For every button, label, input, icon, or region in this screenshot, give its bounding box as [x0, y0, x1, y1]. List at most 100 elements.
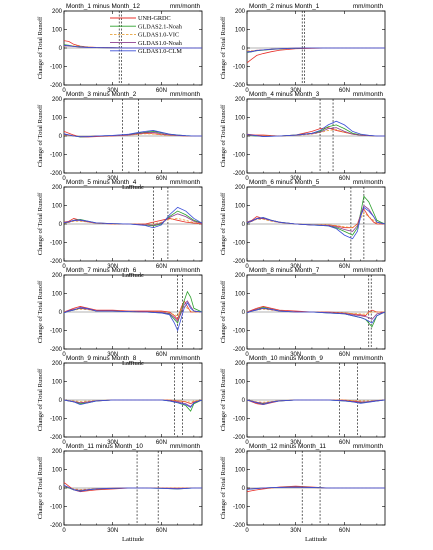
y-tick-label: 100 [235, 28, 246, 34]
unit-label: mm/month [353, 179, 384, 186]
y-tick-label: -200 [233, 347, 246, 353]
x-tick-label: 0 [245, 528, 249, 534]
y-tick-label: -200 [50, 259, 63, 265]
y-axis-label: Change of Total Runoff [37, 16, 44, 79]
panel-title: Month_7 minus Month_6 [66, 267, 137, 274]
x-tick-label: 60N [156, 440, 167, 446]
y-tick-label: -100 [50, 505, 63, 511]
x-tick-label: 60N [339, 176, 350, 182]
y-tick-label: 0 [59, 46, 63, 52]
legend-label-gldas2-1-noah: GLDAS2.1-Noah [138, 23, 183, 30]
y-tick-label: -200 [233, 83, 246, 89]
x-tick-label: 60N [156, 352, 167, 358]
y-tick-label: 200 [52, 185, 63, 191]
y-tick-label: -100 [233, 153, 246, 159]
y-tick-label: 0 [59, 222, 63, 228]
y-tick-label: 100 [235, 468, 246, 474]
x-tick-label: 0 [62, 440, 66, 446]
x-tick-label: 0 [62, 352, 66, 358]
y-axis-label: Change of Total Runoff [37, 368, 44, 431]
y-axis-label: Change of Total Runoff [220, 456, 227, 519]
y-tick-label: -100 [233, 417, 246, 423]
x-tick-label: 0 [245, 264, 249, 270]
series-line-gldas1-0-noah [63, 300, 203, 322]
series-line-gldas1-0-vic [246, 308, 385, 315]
x-tick-label: 60N [156, 88, 167, 94]
unit-label: mm/month [353, 3, 384, 10]
y-tick-label: -100 [50, 65, 63, 71]
y-tick-label: -200 [50, 83, 63, 89]
legend-label-unh-grdc: UNH-GRDC [138, 15, 171, 22]
x-tick-label: 0 [245, 88, 249, 94]
y-tick-label: -100 [50, 329, 63, 335]
y-axis-label: Change of Total Runoff [37, 280, 44, 343]
y-tick-label: 0 [59, 310, 63, 316]
x-tick-label: 60N [156, 264, 167, 270]
unit-label: mm/month [170, 3, 201, 10]
y-tick-label: 0 [242, 486, 246, 492]
x-tick-label: 30N [290, 176, 301, 182]
y-tick-label: 100 [235, 380, 246, 386]
unit-label: mm/month [170, 91, 201, 98]
y-tick-label: -200 [50, 171, 63, 177]
y-tick-label: -100 [233, 241, 246, 247]
x-tick-label: 30N [107, 352, 118, 358]
unit-label: mm/month [170, 443, 201, 450]
y-tick-label: 0 [242, 398, 246, 404]
unit-label: mm/month [170, 179, 201, 186]
y-tick-label: 0 [242, 46, 246, 52]
y-tick-label: -100 [233, 505, 246, 511]
panel-title: Month_10 minus Month_9 [249, 355, 323, 362]
series-line-gldas1-0-clm [246, 399, 386, 406]
unit-label: mm/month [353, 267, 384, 274]
y-tick-label: -200 [233, 523, 246, 529]
y-tick-label: 0 [242, 222, 246, 228]
y-axis-label: Change of Total Runoff [37, 456, 44, 519]
series-line-gldas2-1-noah [246, 47, 385, 54]
legend-label-gldas1-0-noah: GLDAS1.0-Noah [138, 40, 183, 47]
y-tick-label: 200 [52, 97, 63, 103]
y-tick-label: 200 [235, 97, 246, 103]
y-tick-label: -200 [233, 259, 246, 265]
x-tick-label: 0 [245, 352, 249, 358]
y-tick-label: 100 [52, 116, 63, 122]
x-tick-label: 60N [339, 352, 350, 358]
x-tick-label: 30N [290, 264, 301, 270]
y-tick-label: -100 [50, 153, 63, 159]
series-line-gldas1-0-clm [246, 307, 386, 324]
series-line-unh-grdc [63, 300, 202, 321]
y-tick-label: -200 [50, 523, 63, 529]
y-tick-label: 200 [235, 361, 246, 367]
y-tick-label: -200 [50, 347, 63, 353]
y-tick-label: -100 [50, 417, 63, 423]
x-axis-label: Latitude [122, 184, 144, 191]
y-tick-label: 0 [59, 486, 63, 492]
x-tick-label: 60N [156, 176, 167, 182]
panel-title: Month_8 minus Month_7 [249, 267, 320, 274]
x-tick-label: 30N [290, 352, 301, 358]
unit-label: mm/month [353, 443, 384, 450]
x-tick-label: 60N [156, 528, 167, 534]
y-tick-label: 100 [235, 292, 246, 298]
y-tick-label: 100 [52, 468, 63, 474]
panel-title: Month_5 minus Month_4 [66, 179, 137, 186]
panel-title: Month_4 minus Month_3 [249, 91, 320, 98]
x-tick-label: 30N [107, 176, 118, 182]
unit-label: mm/month [353, 355, 384, 362]
series-line-gldas1-0-noah [246, 204, 386, 232]
series-line-gldas1-0-clm [63, 44, 202, 49]
x-axis-label: Latitude [305, 536, 327, 543]
y-tick-label: 100 [52, 292, 63, 298]
y-tick-label: -100 [233, 329, 246, 335]
x-tick-label: 0 [62, 176, 66, 182]
x-tick-label: 60N [339, 88, 350, 94]
series-line-gldas1-0-clm [246, 486, 385, 490]
x-axis-label: Latitude [122, 272, 144, 279]
panel-title: Month_11 minus Month_10 [66, 443, 143, 450]
